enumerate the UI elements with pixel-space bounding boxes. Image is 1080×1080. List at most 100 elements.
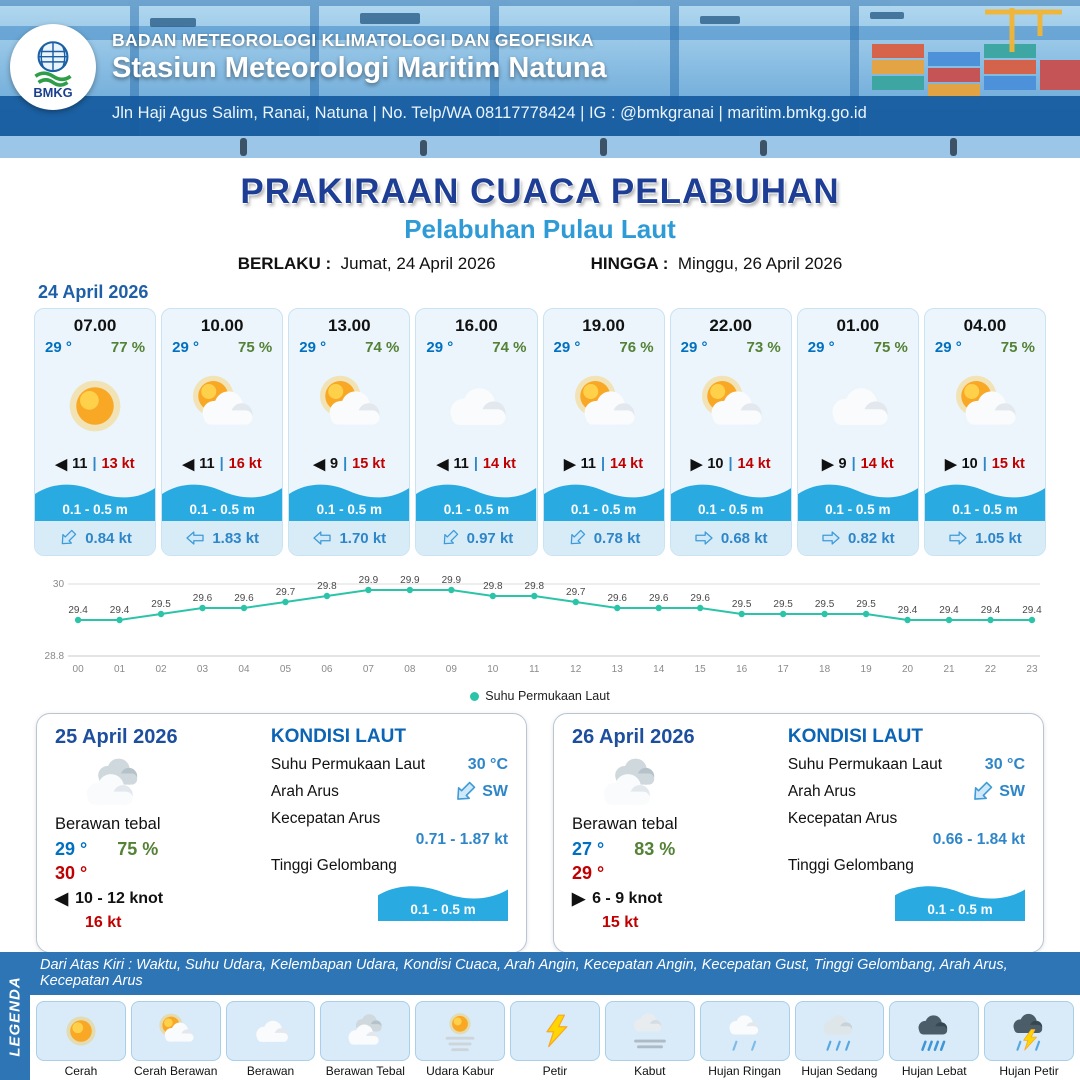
svg-text:29.5: 29.5 (773, 599, 793, 610)
wave-height-band: 0.1 - 0.5 m (543, 477, 664, 521)
valid-from-label: BERLAKU : (237, 254, 332, 273)
wave-shape (543, 484, 664, 521)
day-condition: Berawan tebal (55, 815, 161, 833)
current-speed: 0.97 kt (466, 529, 514, 547)
svg-text:29.5: 29.5 (856, 599, 876, 610)
legend-item: Udara Kabur (415, 1001, 506, 1078)
wave-height-value: 0.1 - 0.5 m (410, 902, 476, 917)
svg-text:29.6: 29.6 (193, 593, 213, 604)
current-speed: 1.70 kt (339, 529, 387, 547)
legend-tile (36, 1001, 126, 1061)
time-label: 19.00 (582, 316, 625, 335)
forecast-card: 16.00 29 ° 74 % ◀ 11 | 14 kt 0.1 - 0.5 m 0.97 kt (415, 308, 538, 556)
temp-min: 29 ° (55, 839, 88, 859)
forecast-card: 01.00 29 ° 75 % ▶ 9 | 14 kt 0.1 - 0.5 m 0.82 kt (796, 308, 919, 556)
temp-min: 27 ° (572, 839, 605, 859)
svg-text:29.8: 29.8 (483, 581, 503, 592)
wave-height: 0.1 - 0.5 m (698, 502, 764, 517)
separator: | (851, 456, 856, 472)
forecast-card: 13.00 29 ° 74 % ◀ 9 | 15 kt 0.1 - 0.5 m 1.70 kt (288, 308, 411, 556)
svg-text:15: 15 (695, 664, 707, 675)
air-temperature: 29 ° (807, 339, 835, 356)
current-direction-icon (185, 530, 205, 546)
wind-direction-icon: ▶ (564, 456, 576, 473)
day-wind-row: ▶ 6 - 9 knot (572, 889, 776, 909)
wave-height-band: 0.1 - 0.5 m (924, 477, 1045, 521)
current-arrow-icon (974, 781, 993, 800)
sst-line-chart: 30 28.8 29.4 00 29.4 01 29.5 02 29.6 03 29.6 04 29.7… (45, 575, 1043, 675)
agency-name: BADAN METEOROLOGI KLIMATOLOGI DAN GEOFIS… (112, 30, 594, 50)
wind-speed: 11 (72, 456, 88, 472)
air-temperature: 29 ° (299, 339, 327, 356)
wind-row: ◀ 11 | 16 kt (162, 455, 282, 473)
air-temperature: 29 ° (934, 339, 962, 356)
day-humidity: 75 % (117, 839, 159, 859)
wave-shape (378, 886, 508, 921)
wave-height: 0.1 - 0.5 m (952, 502, 1018, 517)
humidity: 73 % (746, 339, 781, 356)
legend-tile (699, 1001, 790, 1061)
forecast-card: 04.00 29 ° 75 % ▶ 10 | 15 kt 0.1 - 0.5 m 1.05 kt (923, 308, 1046, 556)
svg-text:03: 03 (197, 664, 209, 675)
page-title: PRAKIRAAN CUACA PELABUHAN (240, 172, 840, 211)
wind-speed: 11 (199, 456, 215, 472)
humidity: 74 % (492, 339, 527, 356)
wave-height-label: Tinggi Gelombang (270, 857, 397, 874)
chart-legend: Suhu Permukaan Laut (0, 689, 1080, 703)
legend-item: Hujan Petir (984, 1001, 1074, 1078)
wind-speed: 10 (707, 456, 724, 472)
weather-condition (416, 356, 536, 455)
wave-height-badge: 0.1 - 0.5 m (895, 879, 1025, 921)
svg-text:29.5: 29.5 (732, 599, 752, 610)
svg-text:18: 18 (819, 664, 831, 675)
day-gust: 15 kt (602, 914, 639, 931)
legend-item: Petir (510, 1001, 600, 1078)
separator: | (473, 456, 478, 472)
legend-tile (130, 1001, 221, 1061)
legend-label: Cerah Berawan (134, 1064, 218, 1078)
legend-item: Hujan Lebat (889, 1001, 980, 1078)
time-label: 10.00 (200, 316, 244, 335)
current-direction-icon (312, 530, 332, 546)
harbor-illustration (0, 0, 1080, 158)
separator: | (92, 456, 97, 472)
wave-shape (797, 484, 918, 521)
legend-tile (225, 1001, 316, 1061)
svg-text:07: 07 (363, 664, 375, 675)
station-name: Stasiun Meteorologi Maritim Natuna (112, 52, 607, 84)
wave-height: 0.1 - 0.5 m (189, 502, 255, 517)
current-row: 1.70 kt (289, 521, 410, 555)
sst-row: Suhu Permukaan Laut 30 °C (271, 756, 508, 774)
wind-row: ▶ 9 | 14 kt (798, 455, 918, 473)
time-label: 07.00 (73, 316, 117, 335)
current-direction-icon (821, 530, 841, 546)
current-arrow-icon (949, 531, 967, 545)
svg-text:20: 20 (902, 664, 914, 675)
svg-text:28.8: 28.8 (45, 651, 65, 662)
berawan-icon (255, 1020, 288, 1042)
current-arrow-icon (570, 529, 585, 545)
legend-item: Berawan Tebal (320, 1001, 411, 1078)
svg-text:23: 23 (1026, 664, 1038, 675)
svg-text:00: 00 (73, 664, 85, 675)
wind-gust: 16 kt (228, 456, 262, 472)
sst-label: Suhu Permukaan Laut (787, 756, 943, 773)
wind-row: ◀ 9 | 15 kt (289, 455, 409, 473)
svg-text:29.8: 29.8 (525, 581, 545, 592)
time-label: 04.00 (963, 316, 1007, 335)
wave-height-band: 0.1 - 0.5 m (670, 477, 791, 521)
current-row: 0.78 kt (543, 521, 664, 555)
day-temps: 27 ° 29 ° 83 % (572, 839, 776, 884)
wind-speed: 11 (580, 456, 596, 472)
port-name: Pelabuhan Pulau Laut (404, 214, 676, 244)
air-temperature: 29 ° (172, 339, 199, 356)
day-card-25-april: 25 April 2026 Berawan tebal 29 ° 30 ° 75… (36, 713, 527, 953)
current-speed: 0.82 kt (847, 529, 895, 547)
wave-height-row: Tinggi Gelombang (271, 857, 508, 875)
air-temperature: 29 ° (426, 339, 454, 356)
forecast-date: 24 April 2026 (38, 282, 149, 302)
day-card-26-april: 26 April 2026 Berawan tebal 27 ° 29 ° 83… (553, 713, 1044, 953)
legend-label: Berawan (246, 1064, 295, 1078)
current-direction-icon (450, 776, 481, 807)
weather-condition (925, 356, 1045, 455)
